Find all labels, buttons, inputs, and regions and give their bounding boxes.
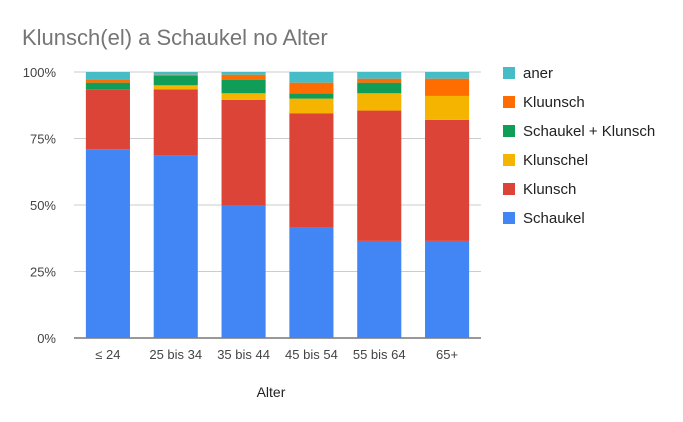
bar-segment-schaukel: [289, 227, 334, 338]
chart-title: Klunsch(el) a Schaukel no Alter: [22, 25, 328, 50]
bar-segment-kluunsch: [357, 78, 402, 83]
bar-segment-klunsch: [289, 113, 334, 228]
bar-segment-aner: [357, 72, 402, 79]
legend-label-aner: aner: [523, 65, 553, 82]
bar-segment-schaukel: [85, 149, 130, 338]
legend-label-klunschel: Klunschel: [523, 152, 588, 169]
bar-segment-klunsch: [221, 99, 266, 205]
bar-segment-aner: [221, 72, 266, 75]
bar-segment-schaukel-klunsch: [289, 93, 334, 99]
y-tick-label: 50%: [30, 198, 56, 213]
x-axis-title: Alter: [257, 384, 286, 400]
legend-label-kluunsch: Kluunsch: [523, 94, 585, 111]
bar-segment-klunschel: [357, 93, 402, 111]
legend: aner Kluunsch Schaukel + Klunsch Klunschel K…: [503, 65, 655, 227]
bar-segment-klunsch: [85, 89, 130, 150]
x-tick-label: 25 bis 34: [149, 347, 202, 362]
bar-segment-klunschel: [221, 93, 266, 100]
y-tick-label: 75%: [30, 132, 56, 147]
bar-segment-kluunsch: [85, 79, 130, 83]
y-tick-label: 0%: [37, 331, 56, 346]
bar-segment-kluunsch: [425, 78, 470, 96]
bar-segment-kluunsch: [153, 74, 198, 76]
legend-swatch-aner: [503, 67, 515, 79]
legend-swatch-klunschel: [503, 154, 515, 166]
legend-swatch-kluunsch: [503, 96, 515, 108]
bar-segment-schaukel-klunsch: [357, 82, 402, 94]
bar-segment-schaukel: [357, 240, 402, 338]
legend-label-schaukel-klunsch: Schaukel + Klunsch: [523, 123, 655, 140]
bar-segment-klunsch: [357, 110, 402, 241]
legend-swatch-schaukel-klunsch: [503, 125, 515, 137]
bar-segment-klunschel: [153, 85, 198, 90]
bar-segment-schaukel-klunsch: [221, 79, 266, 94]
bar-segment-kluunsch: [289, 82, 334, 94]
bar-segment-aner: [153, 72, 198, 75]
legend-label-klunsch: Klunsch: [523, 181, 576, 198]
y-tick-label: 25%: [30, 265, 56, 280]
bar-segment-schaukel: [153, 155, 198, 338]
x-axis-tick-labels: ≤ 24 25 bis 34 35 bis 44 45 bis 54 55 bis 64…: [95, 347, 458, 362]
x-tick-label: 45 bis 54: [285, 347, 338, 362]
bar-segment-kluunsch: [221, 74, 266, 80]
bar-segment-klunsch: [153, 89, 198, 156]
bar-segment-klunsch: [425, 119, 470, 241]
bar-segment-aner: [425, 72, 470, 79]
bar-segment-schaukel-klunsch: [153, 75, 198, 86]
x-tick-label: 55 bis 64: [353, 347, 406, 362]
bar-segment-aner: [289, 72, 334, 83]
bar-segment-klunschel: [425, 95, 470, 120]
legend-swatch-schaukel: [503, 212, 515, 224]
x-tick-label: 65+: [436, 347, 458, 362]
gridlines: [74, 71, 481, 339]
bar-segment-schaukel-klunsch: [85, 82, 130, 90]
x-tick-label: ≤ 24: [95, 347, 120, 362]
bar-segment-schaukel: [425, 240, 470, 338]
bars: [85, 72, 470, 338]
y-tick-label: 100%: [23, 65, 57, 80]
bar-segment-schaukel: [221, 205, 266, 338]
legend-swatch-klunsch: [503, 183, 515, 195]
y-axis-tick-labels: 0% 25% 50% 75% 100%: [23, 65, 57, 346]
x-tick-label: 35 bis 44: [217, 347, 270, 362]
bar-segment-aner: [85, 72, 130, 80]
legend-label-schaukel: Schaukel: [523, 210, 585, 227]
bar-segment-klunschel: [289, 98, 334, 114]
